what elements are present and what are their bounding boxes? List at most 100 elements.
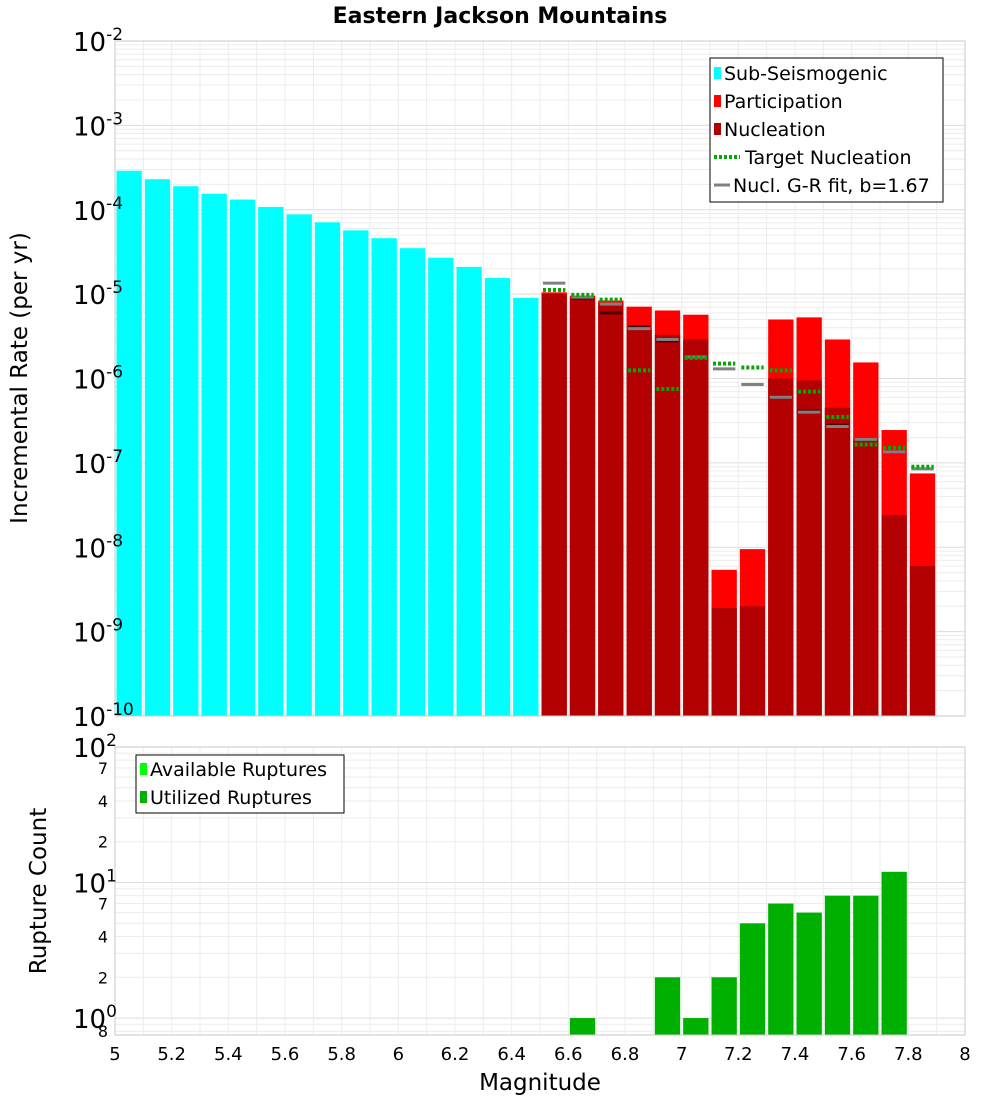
utilized-ruptures-bar: [711, 977, 737, 1035]
bottom-y-tick-labels: 102 101 100 7 4 2 7 4 2 8: [73, 731, 117, 1041]
legend-swatch-participation: [714, 95, 721, 107]
nucleation-bar: [853, 439, 879, 716]
bottom-y-tick-label: 101: [73, 867, 117, 900]
legend-swatch-utilized-ruptures: [140, 791, 147, 803]
bottom-legend-box: [135, 754, 345, 814]
utilized-ruptures-bar: [569, 1018, 596, 1035]
utilized-ruptures-bar: [824, 895, 851, 1035]
top-gridlines: [114, 41, 966, 717]
bottom-y-minor-label: 4: [98, 927, 108, 946]
nucleation-bar: [654, 334, 681, 716]
nucleation-bar: [796, 380, 822, 716]
nucleation-bar: [824, 407, 851, 716]
top-y-axis-label: Incremental Rate (per yr): [7, 232, 33, 524]
sub-seismogenic-bar: [371, 238, 397, 716]
x-tick-label: 5.2: [157, 1044, 186, 1065]
x-tick-label: 7.4: [781, 1044, 810, 1065]
x-tick-label: 6.8: [611, 1044, 640, 1065]
sub-seismogenic-bar: [513, 297, 539, 716]
sub-seismogenic-bar: [286, 214, 312, 717]
nucleation-bar: [626, 329, 652, 716]
x-tick-label: 6: [393, 1044, 404, 1065]
top-y-tick-label: 10-5: [73, 278, 123, 311]
utilized-ruptures-bar: [683, 1018, 709, 1035]
nucleation-bar: [541, 294, 567, 716]
top-y-tick-label: 10-6: [73, 363, 123, 396]
bottom-y-tick-label: 100: [73, 1002, 117, 1035]
x-tick-label: 7.6: [837, 1044, 866, 1065]
legend-label-available-ruptures: Available Ruptures: [150, 759, 327, 781]
sub-seismogenic-bar: [343, 230, 369, 716]
bottom-legend: Available Ruptures Utilized Ruptures: [135, 754, 345, 814]
nucleation-bar: [598, 303, 624, 716]
bottom-y-axis-label: Rupture Count: [26, 808, 52, 974]
sub-seismogenic-bar: [258, 206, 284, 716]
top-y-tick-label: 10-3: [73, 109, 123, 142]
top-y-tick-label: 10-10: [73, 700, 134, 733]
sub-seismogenic-bar: [428, 257, 454, 716]
chart-title: Eastern Jackson Mountains: [333, 4, 668, 29]
top-y-tick-label: 10-4: [73, 194, 123, 227]
sub-seismogenic-bar: [456, 266, 482, 716]
bottom-y-minor-label: 7: [98, 759, 108, 778]
legend-label-gr-fit: Nucl. G-R fit, b=1.67: [733, 175, 930, 197]
utilized-ruptures-bar: [881, 871, 907, 1035]
top-markers: [543, 281, 934, 471]
top-y-tick-label: 10-8: [73, 531, 123, 564]
x-tick-label: 6.2: [441, 1044, 470, 1065]
top-legend: Sub-Seismogenic Participation Nucleation…: [709, 57, 944, 203]
sub-seismogenic-bar: [173, 186, 199, 716]
bottom-y-minor-label: 2: [98, 833, 108, 852]
bottom-y-minor-label: 2: [98, 968, 108, 987]
bottom-bars: [569, 871, 907, 1035]
top-bars: [116, 170, 936, 717]
x-tick-label: 6.4: [497, 1044, 526, 1065]
x-tick-label: 8: [959, 1044, 970, 1065]
utilized-ruptures-bar: [739, 923, 766, 1035]
bottom-y-minor-label: 7: [98, 895, 108, 914]
nucleation-bar: [683, 339, 709, 716]
utilized-ruptures-bar: [654, 977, 681, 1035]
sub-seismogenic-bar: [484, 278, 511, 716]
bottom-y-minor-label: 8: [98, 1022, 108, 1041]
utilized-ruptures-bar: [853, 895, 879, 1035]
x-tick-label: 7.2: [724, 1044, 753, 1065]
nucleation-bar: [739, 606, 766, 716]
x-tick-label: 5: [109, 1044, 120, 1065]
bottom-y-tick-label: 102: [73, 731, 117, 764]
sub-seismogenic-bar: [314, 222, 341, 716]
nucleation-bar: [881, 515, 907, 716]
x-tick-label: 7: [676, 1044, 687, 1065]
utilized-ruptures-bar: [796, 912, 822, 1035]
legend-label-participation: Participation: [724, 91, 843, 113]
x-axis-label: Magnitude: [479, 1070, 601, 1096]
legend-label-sub-seismogenic: Sub-Seismogenic: [724, 63, 888, 85]
legend-swatch-available-ruptures: [140, 763, 147, 775]
sub-seismogenic-bar: [201, 193, 227, 716]
x-tick-label: 5.6: [271, 1044, 300, 1065]
top-y-tick-labels: 10-2 10-3 10-4 10-5 10-6 10-7 10-8 10-9 10-10: [73, 25, 134, 733]
x-tick-label: 5.4: [214, 1044, 243, 1065]
bottom-plot-frame: [114, 746, 966, 1036]
x-tick-label: 5.8: [327, 1044, 356, 1065]
bottom-y-minor-label: 4: [98, 792, 108, 811]
nucleation-bar: [569, 297, 596, 716]
top-plot-frame: [114, 40, 966, 717]
legend-swatch-nucleation: [714, 123, 721, 135]
x-tick-labels: 5 5.2 5.4 5.6 5.8 6 6.2 6.4 6.6 6.8 7 7.2 7.4 7.6 7.8 8: [109, 1044, 970, 1065]
top-y-tick-label: 10-9: [73, 616, 123, 649]
legend-label-nucleation: Nucleation: [724, 119, 826, 141]
top-y-tick-label: 10-7: [73, 447, 123, 480]
nucleation-bar: [768, 378, 794, 716]
x-tick-label: 7.8: [894, 1044, 923, 1065]
sub-seismogenic-bar: [144, 179, 171, 716]
nucleation-bar: [909, 565, 936, 716]
top-legend-box: [709, 57, 944, 203]
legend-label-utilized-ruptures: Utilized Ruptures: [150, 787, 312, 809]
top-y-tick-label: 10-2: [73, 25, 123, 58]
legend-label-target-nucleation: Target Nucleation: [744, 147, 912, 169]
sub-seismogenic-bar: [229, 199, 256, 717]
sub-seismogenic-bar: [399, 248, 426, 717]
sub-seismogenic-bar: [116, 170, 142, 716]
